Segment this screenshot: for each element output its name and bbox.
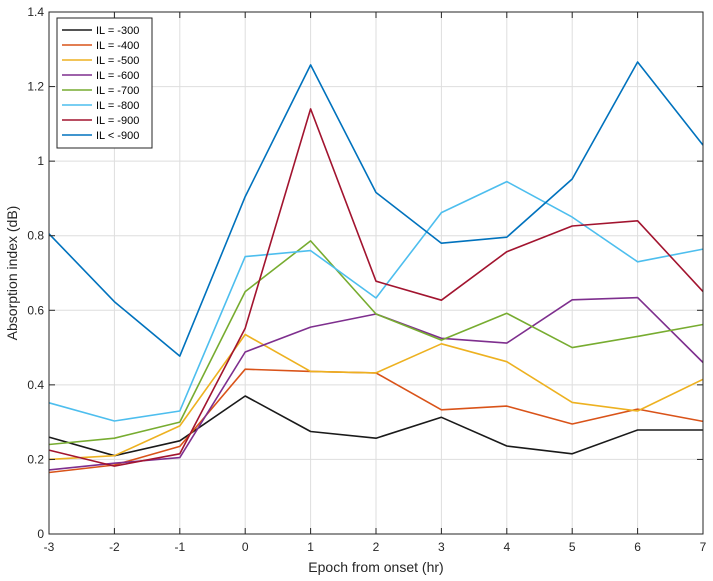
- legend-box: [56, 17, 153, 149]
- series-line-1: [48, 395, 703, 457]
- legend-label: IL = -300: [96, 25, 139, 37]
- y-tick-label: 1: [37, 154, 44, 168]
- legend-label: IL = -800: [96, 100, 139, 112]
- series-line-8: [48, 61, 704, 357]
- y-tick-label: 0.8: [27, 229, 44, 243]
- y-tick-label: 0: [37, 527, 44, 541]
- series-line-5: [48, 240, 704, 446]
- x-tick-label: 6: [634, 540, 641, 554]
- x-tick-label: -2: [109, 540, 120, 554]
- y-tick-label: 0.6: [27, 303, 44, 317]
- series-line-6: [48, 180, 704, 422]
- x-tick-label: -3: [44, 540, 55, 554]
- legend-label: IL = -700: [96, 85, 139, 97]
- x-tick-label: 7: [700, 540, 707, 554]
- x-tick-label: 5: [569, 540, 576, 554]
- series-line-3: [48, 333, 704, 461]
- legend: IL = -300 IL = -400 IL = -500 IL = -600 IL =…: [56, 17, 153, 149]
- legend-label: IL = -900: [96, 115, 139, 127]
- x-tick-label: 4: [503, 540, 510, 554]
- x-tick-label: -1: [174, 540, 185, 554]
- y-tick-label: 0.4: [27, 378, 44, 392]
- x-tick-label: 2: [373, 540, 380, 554]
- legend-label: IL < -900: [96, 130, 139, 142]
- y-tick-label: 1.2: [27, 80, 44, 94]
- series-line-7: [48, 108, 704, 467]
- series-lines: [48, 61, 704, 474]
- y-tick-label: 0.2: [27, 452, 44, 466]
- y-axis-title: Absorption index (dB): [4, 206, 20, 341]
- legend-label: IL = -500: [96, 55, 139, 67]
- x-tick-label: 0: [242, 540, 249, 554]
- axis-ticks: -3 -2 -1 0 1 2 3 4 5 6 7 0 0.2 0.4 0.6 0.8 1 1.2 1.4: [27, 5, 706, 554]
- legend-label: IL = -600: [96, 70, 139, 82]
- x-tick-label: 1: [307, 540, 314, 554]
- legend-label: IL = -400: [96, 40, 139, 52]
- y-tick-label: 1.4: [27, 5, 44, 19]
- x-axis-title: Epoch from onset (hr): [308, 559, 443, 575]
- x-tick-label: 3: [438, 540, 445, 554]
